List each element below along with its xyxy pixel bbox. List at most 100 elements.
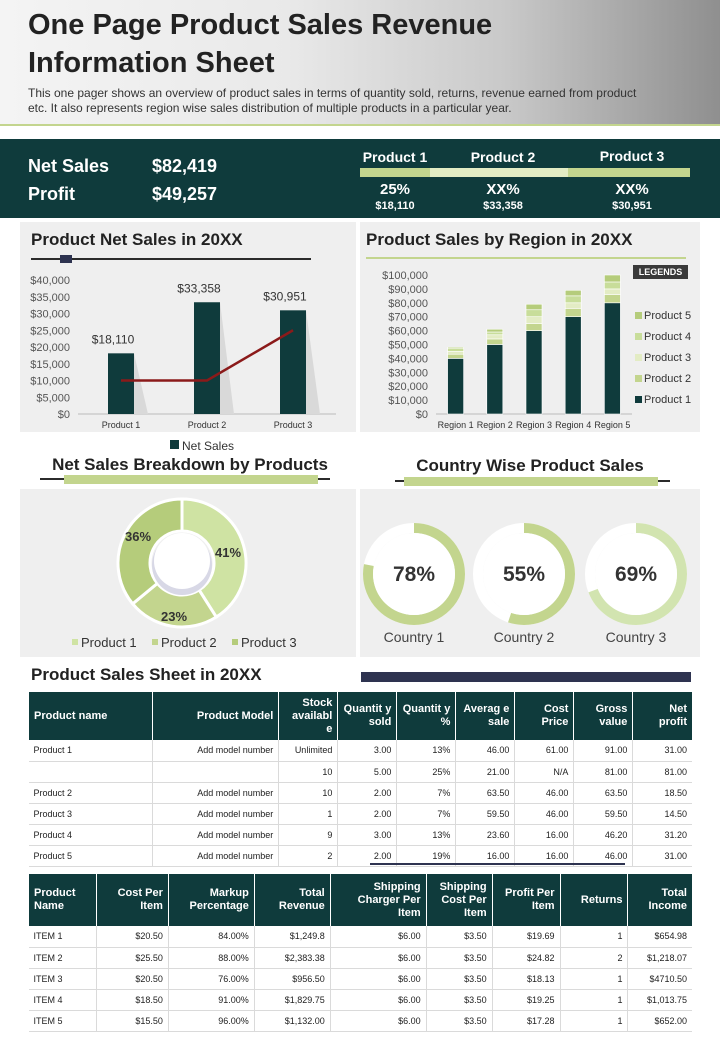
- xtick-label: Product 1: [102, 420, 141, 430]
- xtick-label: Product 3: [274, 420, 313, 430]
- ytick-label: $90,000: [388, 284, 428, 296]
- net-sales-legend-swatch: [170, 440, 179, 449]
- table2-cell: 96.00%: [167, 1010, 255, 1032]
- ytick-label: $40,000: [388, 353, 428, 365]
- breakdown-chart: 41% 23% 36% Product 1 Product 2 Product 3: [72, 497, 297, 650]
- table2-cell: $1,132.00: [253, 1010, 331, 1032]
- ytick-label: $30,000: [30, 309, 70, 321]
- table1-cell: 61.00: [514, 740, 574, 762]
- xtick-label: Region 2: [477, 420, 513, 430]
- product-1-value: $18,110: [375, 200, 415, 212]
- table1-cell: 13%: [396, 824, 456, 846]
- xtick-label: Region 5: [594, 420, 630, 430]
- net-sales-chart: $0 $5,000 $10,000 $15,000 $20,000 $25,000 $30,…: [30, 275, 336, 430]
- ytick-label: $0: [416, 409, 428, 421]
- region-panel-title: Product Sales by Region in 20XX: [366, 230, 633, 249]
- table2-cell: $3.50: [425, 947, 493, 969]
- net-sales-legend-label: Net Sales: [182, 439, 235, 453]
- table1-header-6: Cost Price: [514, 692, 574, 740]
- bar: [194, 302, 220, 414]
- table1-cell: 3.00: [337, 824, 397, 846]
- trend-line: [121, 329, 294, 382]
- ring-label: Country 1: [384, 629, 445, 645]
- xtick-label: Region 3: [516, 420, 552, 430]
- table2-cell: $6.00: [329, 926, 427, 948]
- table2-cell: 84.00%: [167, 926, 255, 948]
- table1-cell: 81.00: [573, 761, 633, 783]
- stacked-bar-segment: [604, 294, 621, 304]
- stacked-bar-segment: [447, 351, 464, 355]
- region-legend-swatch: [635, 333, 642, 340]
- table-row: 10 5.00 25% 21.00 N/A 81.00 81.00: [28, 761, 692, 783]
- table2-cell: $3.50: [425, 1010, 493, 1032]
- net-sales-title-marker: [60, 255, 72, 263]
- stacked-bar-segment: [604, 288, 621, 295]
- sheet-title-bar: [361, 672, 691, 682]
- breakdown-legend-swatch: [72, 639, 78, 645]
- bar-data-label: $18,110: [92, 332, 135, 346]
- stacked-bar-segment: [564, 289, 582, 297]
- ytick-label: $35,000: [30, 292, 70, 304]
- stacked-bar-segment: [486, 344, 504, 415]
- region-legend-title: LEGENDS: [633, 265, 688, 279]
- table2-cell: $19.69: [491, 926, 561, 948]
- product-sales-table: Product name Product Model Stock availabl …: [27, 692, 692, 867]
- country-title: Country Wise Product Sales: [416, 456, 644, 475]
- product-2-strip: [430, 168, 568, 177]
- table2-header-2: Markup Percentage: [167, 874, 255, 926]
- table2-header-8: Total Income: [627, 874, 692, 926]
- table1-cell: 2.00: [337, 845, 397, 867]
- country-title-bar: [404, 477, 658, 486]
- table2-cell: $654.98: [627, 926, 692, 948]
- table2-cell: ITEM 1: [28, 926, 97, 948]
- ring-progress: [473, 523, 575, 625]
- table2-cell: $1,013.75: [627, 989, 692, 1011]
- page-description: This one pager shows an overview of prod…: [28, 86, 637, 115]
- breakdown-legend-label: Product 2: [161, 635, 217, 650]
- table2-cell: ITEM 3: [28, 968, 97, 990]
- ring-progress: [585, 523, 687, 625]
- table2-cell: $18.13: [491, 968, 561, 990]
- region-chart: $0 $10,000 $20,000 $30,000 $40,000$50,000 $60…: [382, 270, 691, 430]
- ytick-label: $70,000: [388, 312, 428, 324]
- ring-value: 69%: [615, 563, 657, 586]
- bar-data-label: $33,358: [177, 281, 221, 295]
- ring-center: [595, 533, 677, 615]
- stacked-bar-segment: [447, 353, 464, 359]
- ring-center: [483, 533, 565, 615]
- table1-cell: 46.00: [455, 740, 515, 762]
- table-row: Product 4 Add model number 9 3.00 13% 23.60 16…: [28, 824, 692, 846]
- table1-cell: Product 1: [28, 740, 153, 762]
- stacked-bar-segment: [486, 328, 504, 333]
- table-row: Product 3 Add model number 1 2.00 7% 59.50 46.…: [28, 803, 692, 825]
- ytick-label: $80,000: [388, 298, 428, 310]
- table2-header-5: Shipping Cost Per Item: [425, 874, 493, 926]
- table1-cell: 18.50: [632, 782, 692, 804]
- table2-header-6: Profit Per Item: [491, 874, 561, 926]
- table2-cell: $3.50: [425, 968, 493, 990]
- table1-cell: 2.00: [337, 782, 397, 804]
- ytick-label: $25,000: [30, 325, 70, 337]
- stacked-bar-segment: [564, 302, 582, 309]
- table2-cell: $24.82: [491, 947, 561, 969]
- table1-cell: 13%: [396, 740, 456, 762]
- ytick-label: $100,000: [382, 270, 428, 282]
- ytick-label: $50,000: [388, 340, 428, 352]
- table1-cell: 14.50: [632, 803, 692, 825]
- stacked-bar-segment: [604, 302, 621, 415]
- product-3-strip: [568, 168, 690, 177]
- table1-header-3: Quantit y sold: [337, 692, 397, 740]
- table1-cell: 31.00: [632, 740, 692, 762]
- net-sales-label: Net Sales: [28, 156, 110, 176]
- donut-slice: [180, 497, 248, 620]
- table1-cell: 5.00: [337, 761, 397, 783]
- region-legend-swatch: [635, 354, 642, 361]
- product-3-name: Product 3: [599, 148, 665, 164]
- table1-cell: 7%: [396, 803, 456, 825]
- product-1-pct: 25%: [379, 181, 411, 198]
- table1-cell: 81.00: [632, 761, 692, 783]
- stacked-bar-segment: [525, 330, 543, 415]
- breakdown-title-bar: [64, 475, 318, 484]
- bar-shadow: [220, 302, 234, 414]
- title-line-1: One Page Product Sales Revenue: [28, 9, 493, 41]
